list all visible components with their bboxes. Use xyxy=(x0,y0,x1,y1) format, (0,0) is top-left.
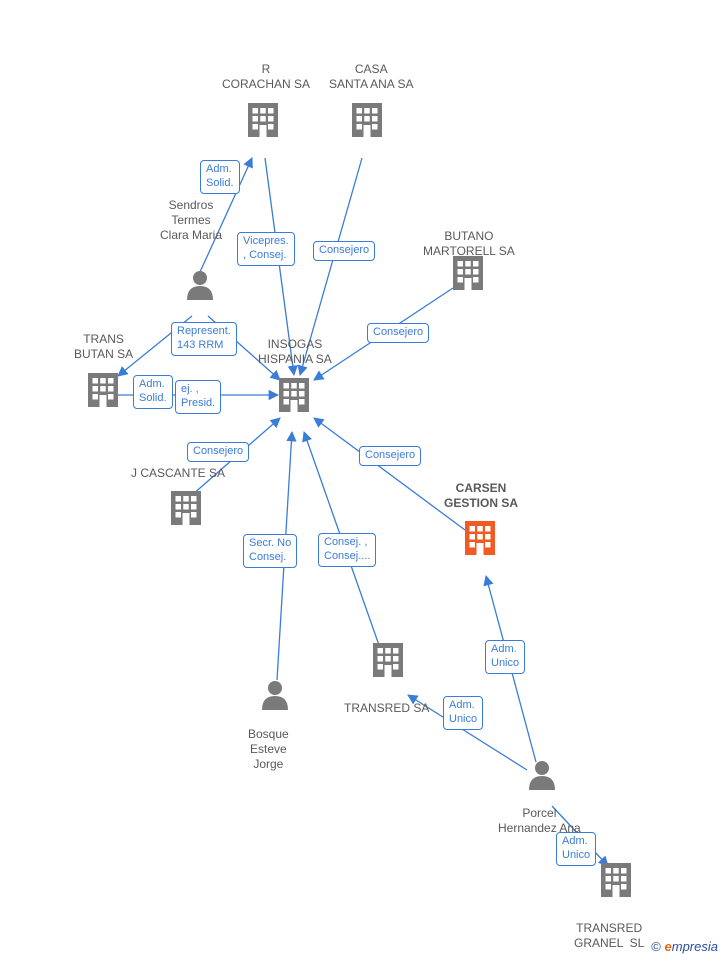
building-icon xyxy=(453,256,483,290)
node-label: TRANS BUTAN SA xyxy=(74,332,133,362)
node-label: Bosque Esteve Jorge xyxy=(248,727,289,772)
brand-first-letter: e xyxy=(665,939,672,954)
copyright-symbol: © xyxy=(651,939,661,954)
edge-label: Secr. No Consej. xyxy=(243,534,297,568)
node-label: CASA SANTA ANA SA xyxy=(329,62,413,92)
building-icon xyxy=(352,103,382,137)
edge-label: Adm. Unico xyxy=(443,696,483,730)
edge-label: Consejero xyxy=(367,323,429,343)
edge-label: Adm. Unico xyxy=(485,640,525,674)
edge-label: Adm. Solid. xyxy=(200,160,240,194)
edge-label: Consejero xyxy=(187,442,249,462)
edge-label: Represent. 143 RRM xyxy=(171,322,237,356)
edge-label: Adm. Unico xyxy=(556,832,596,866)
edge-label: Vicepres. , Consej. xyxy=(237,232,295,266)
person-icon xyxy=(529,761,555,790)
node-label: INSOGAS HISPANIA SA xyxy=(258,337,332,367)
building-icon xyxy=(171,491,201,525)
brand-rest: mpresia xyxy=(672,939,718,954)
edge-label: Consejero xyxy=(359,446,421,466)
node-label: BUTANO MARTORELL SA xyxy=(423,229,515,259)
building-icon xyxy=(373,643,403,677)
node-label: TRANSRED GRANEL SL xyxy=(574,921,644,951)
edge-label: Adm. Solid. xyxy=(133,375,173,409)
building-icon xyxy=(279,378,309,412)
building-icon xyxy=(465,521,495,555)
person-icon xyxy=(262,681,288,710)
node-label: Sendros Termes Clara Maria xyxy=(160,198,222,243)
node-label: CARSEN GESTION SA xyxy=(444,481,518,511)
network-canvas xyxy=(0,0,728,960)
building-icon xyxy=(601,863,631,897)
edge-label: ej. , Presid. xyxy=(175,380,221,414)
edge-carsen-insogas xyxy=(314,418,465,530)
node-label: Porcel Hernandez Ana xyxy=(498,806,581,836)
building-icon xyxy=(88,373,118,407)
edge-label: Consejero xyxy=(313,241,375,261)
building-icon xyxy=(248,103,278,137)
node-label: J CASCANTE SA xyxy=(131,466,225,481)
edge-label: Consej. , Consej.... xyxy=(318,533,376,567)
node-label: TRANSRED SA xyxy=(344,701,429,716)
copyright: © empresia xyxy=(651,939,718,954)
person-icon xyxy=(187,271,213,300)
node-label: R CORACHAN SA xyxy=(222,62,310,92)
